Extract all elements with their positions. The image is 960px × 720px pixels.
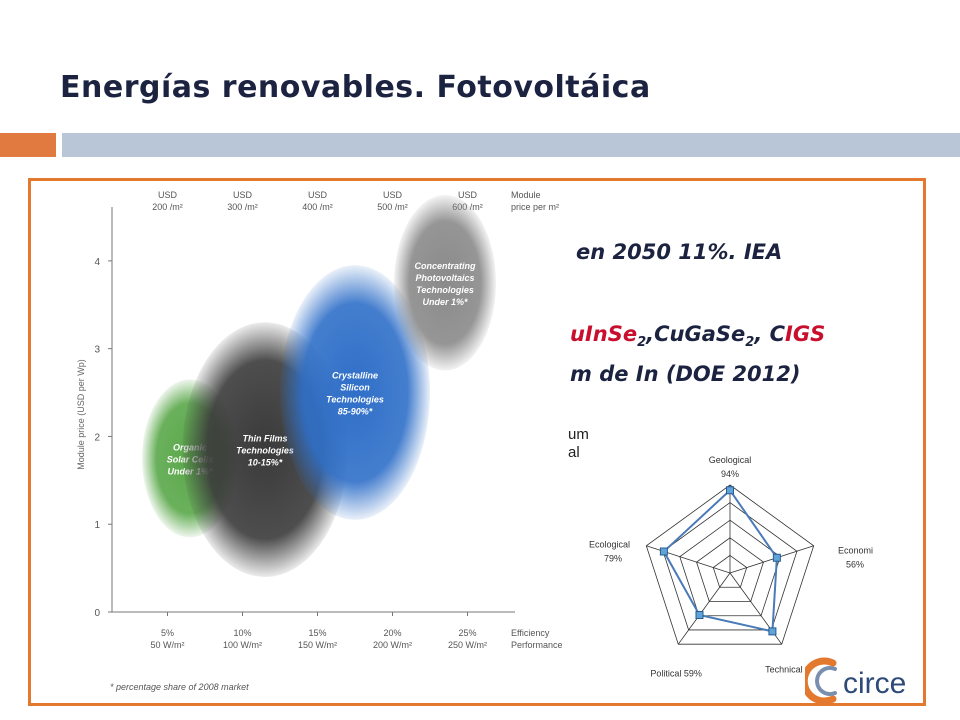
radar-ring bbox=[645, 484, 815, 645]
radar-value-label: 79% bbox=[604, 554, 622, 564]
bubble-label: Concentrating bbox=[414, 261, 476, 271]
radar-series-line bbox=[662, 488, 778, 633]
top-axis-title: price per m² bbox=[511, 202, 559, 212]
bubble-label: 10-15%* bbox=[248, 458, 283, 468]
radar-axis-label: Technical bbox=[765, 664, 803, 674]
radar-value-label: 94% bbox=[721, 469, 739, 479]
y-tick-label: 4 bbox=[94, 257, 100, 268]
accent-bar-blue bbox=[62, 133, 960, 157]
bubble-label: Photovoltaics bbox=[415, 273, 474, 283]
text-line-2-part-e: , C bbox=[754, 322, 786, 346]
y-axis-title: Module price (USD per Wp) bbox=[76, 359, 86, 470]
radar-point bbox=[695, 611, 704, 620]
content-frame bbox=[28, 178, 926, 706]
radar-spoke bbox=[729, 545, 814, 574]
radar-point bbox=[772, 553, 781, 562]
radar-axis-label: Ecological bbox=[589, 540, 630, 550]
radar-spoke bbox=[677, 572, 731, 645]
y-tick-label: 2 bbox=[94, 432, 100, 443]
bubble-label: Under 1%* bbox=[422, 297, 468, 307]
y-tick-label: 3 bbox=[94, 345, 100, 356]
radar-chart: Geological94%Economi56%Technical82%Polit… bbox=[589, 455, 873, 678]
text-line-1: en 2050 11%. IEA bbox=[576, 240, 783, 264]
x-tick-label: 250 W/m² bbox=[448, 640, 487, 650]
text-line-2-part-c-text: ,CuGaSe bbox=[646, 322, 746, 346]
text-line-2: uInSe2,CuGaSe2, CIGS bbox=[570, 322, 825, 350]
bubble-label: Technologies bbox=[236, 446, 294, 456]
radar-point bbox=[768, 627, 777, 636]
accent-bar-orange bbox=[0, 133, 56, 157]
radar-axis-label: Geological bbox=[709, 455, 752, 465]
radar-axis-label: Political 59% bbox=[650, 668, 702, 678]
radar-value-label: 56% bbox=[846, 560, 864, 570]
circe-logo: circe bbox=[800, 655, 940, 705]
bubble-label: Technologies bbox=[326, 395, 384, 405]
radar-point bbox=[726, 486, 734, 495]
bubble-label: 85-90%* bbox=[338, 407, 373, 417]
chart-footnote: * percentage share of 2008 market bbox=[110, 682, 249, 692]
top-axis-label: USD bbox=[458, 190, 478, 200]
bubble bbox=[280, 265, 430, 520]
top-axis-label: USD bbox=[383, 190, 403, 200]
x-tick-label: 15% bbox=[308, 628, 326, 638]
bubble-label: Crystalline bbox=[332, 371, 378, 381]
x-tick-label: 20% bbox=[383, 628, 401, 638]
text-line-2-part-c: ,CuGaSe bbox=[646, 322, 745, 346]
x-tick-label: 5% bbox=[161, 628, 174, 638]
text-line-2-sub-b: 2 bbox=[745, 335, 755, 351]
top-axis-title: Module bbox=[511, 190, 541, 200]
x-tick-label: 50 W/m² bbox=[150, 640, 184, 650]
ghost-text-1: um bbox=[568, 426, 589, 443]
x-tick-label: 25% bbox=[458, 628, 476, 638]
x-tick-label: 10% bbox=[233, 628, 251, 638]
bubble bbox=[394, 195, 496, 371]
radar-ring bbox=[712, 554, 748, 588]
y-tick-label: 0 bbox=[94, 608, 100, 619]
bubble-label: Technologies bbox=[416, 285, 474, 295]
text-line-2-sub-a: 2 bbox=[637, 335, 647, 351]
x-tick-label: 150 W/m² bbox=[298, 640, 337, 650]
bubble-label: Thin Films bbox=[243, 434, 288, 444]
x-tick-label: 100 W/m² bbox=[223, 640, 262, 650]
x-axis-title: Efficiency bbox=[511, 628, 550, 638]
ghost-text-2: al bbox=[568, 444, 580, 461]
slide-title: Energías renovables. Fotovoltáica bbox=[60, 70, 651, 105]
logo-text: circe bbox=[843, 667, 906, 700]
top-axis-label: 300 /m² bbox=[227, 202, 258, 212]
radar-axis-label: Economi bbox=[838, 546, 873, 556]
text-line-3: m de In (DOE 2012) bbox=[570, 362, 801, 386]
bubble-label: Silicon bbox=[340, 383, 370, 393]
radar-spoke bbox=[646, 545, 731, 574]
text-line-2-part-a: uInSe bbox=[570, 322, 638, 346]
top-axis-label: 500 /m² bbox=[377, 202, 408, 212]
top-axis-label: 400 /m² bbox=[302, 202, 333, 212]
top-axis-label: USD bbox=[308, 190, 328, 200]
bubble-chart: 0 1 2 3 4 Module price (USD per Wp) USD 200 /m²… bbox=[76, 190, 563, 692]
top-axis-label: 200 /m² bbox=[152, 202, 183, 212]
x-axis-title: Performance bbox=[511, 640, 563, 650]
text-line-2-part-f: IGS bbox=[785, 322, 826, 346]
x-tick-label: 200 W/m² bbox=[373, 640, 412, 650]
radar-ring bbox=[696, 537, 764, 602]
top-axis-label: USD bbox=[158, 190, 178, 200]
y-tick-label: 1 bbox=[94, 520, 100, 531]
top-axis-label: USD bbox=[233, 190, 253, 200]
radar-point bbox=[659, 547, 668, 556]
